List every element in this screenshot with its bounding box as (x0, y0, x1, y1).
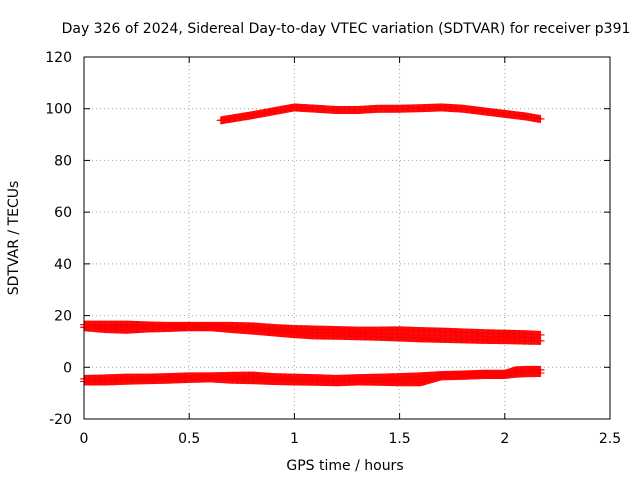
tick-layer: 0 0.5 1 1.5 2 2.5 -20 0 20 40 60 80 100 120 (45, 50, 621, 447)
y-tick-label: 60 (54, 205, 72, 221)
y-tick-label: 0 (63, 360, 72, 376)
series-upper-arc (216, 103, 545, 125)
series-middle-band-b (80, 323, 545, 345)
y-tick-label: 120 (45, 50, 72, 66)
plot-frame (83, 56, 611, 420)
y-tick-label: 20 (54, 309, 72, 325)
data-point-marker (536, 368, 545, 377)
y-axis-label: SDTVAR / TECUs (6, 181, 22, 296)
series-lower-band-b (80, 368, 545, 387)
data-point-marker (536, 336, 545, 345)
series-layer (80, 103, 545, 387)
y-tick-label: -20 (49, 412, 72, 428)
y-tick-label: 100 (45, 102, 72, 118)
chart-title: Day 326 of 2024, Sidereal Day-to-day VTE… (62, 21, 631, 37)
x-axis-label: GPS time / hours (286, 458, 403, 474)
data-point-marker (536, 115, 545, 124)
x-tick-label: 0.5 (178, 431, 200, 447)
x-tick-label: 2.5 (599, 431, 621, 447)
x-tick-label: 0 (80, 431, 89, 447)
x-tick-label: 2 (500, 431, 509, 447)
x-tick-label: 1 (290, 431, 299, 447)
y-tick-label: 40 (54, 257, 72, 273)
x-tick-label: 1.5 (388, 431, 410, 447)
y-tick-label: 80 (54, 153, 72, 169)
